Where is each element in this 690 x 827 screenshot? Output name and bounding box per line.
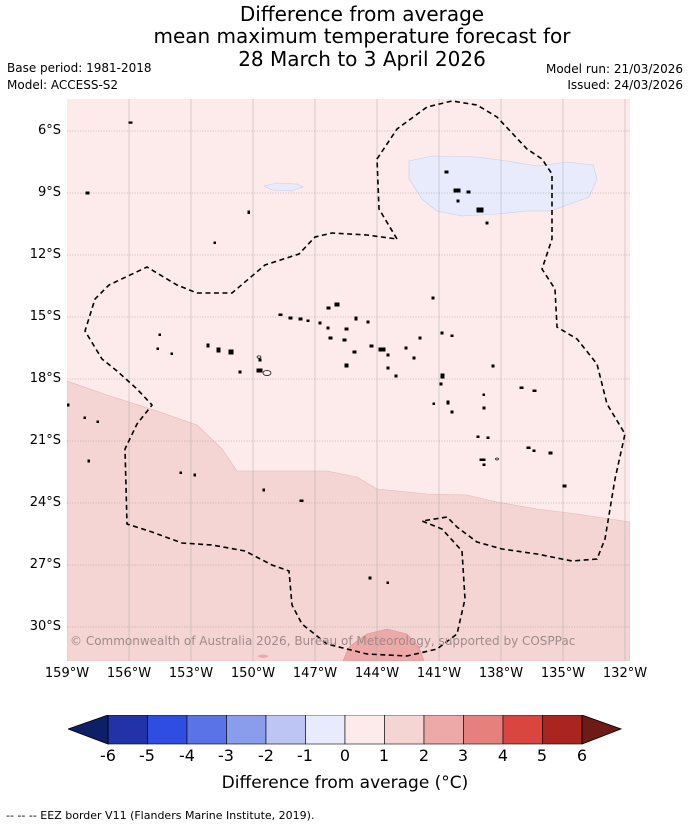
lat-label-27s: 27°S	[29, 557, 61, 572]
title-line-3: 28 March to 3 April 2026	[238, 47, 486, 71]
colorbar-bin	[542, 715, 583, 745]
colorbar-tick: -4	[179, 746, 195, 765]
issued-date: Issued: 24/03/2026	[567, 78, 683, 92]
colorbar-tick: -1	[297, 746, 313, 765]
lat-label-15s: 15°S	[29, 309, 61, 324]
colorbar-tick: 5	[536, 746, 548, 765]
colorbar-tick: -6	[100, 746, 116, 765]
colorbar-tick: -5	[139, 746, 155, 765]
colorbar-tick: -3	[218, 746, 234, 765]
lon-label-141w: 141°W	[416, 666, 462, 681]
lat-label-18s: 18°S	[29, 371, 61, 386]
map-svg	[67, 99, 630, 661]
lat-label-30s: 30°S	[29, 619, 61, 634]
lon-label-135w: 135°W	[540, 666, 586, 681]
colorbar-bin	[107, 715, 148, 745]
title-line-2: mean maximum temperature forecast for	[153, 24, 571, 48]
colorbar-label: Difference from average (°C)	[221, 773, 469, 793]
lat-label-21s: 21°S	[29, 433, 61, 448]
colorbar-bin	[265, 715, 306, 745]
model-run: Model run: 21/03/2026	[545, 62, 683, 76]
lon-label-147w: 147°W	[292, 666, 338, 681]
anomaly-neg-1-to-0-small	[263, 182, 304, 192]
lon-label-144w: 144°W	[354, 666, 400, 681]
colorbar-tick: 1	[378, 746, 390, 765]
lat-label-6s: 6°S	[37, 123, 61, 138]
colorbar-tick: 0	[339, 746, 351, 765]
anomaly-2-to-3-region	[342, 628, 425, 661]
grid-lines	[67, 130, 630, 628]
colorbar-bin	[344, 715, 385, 745]
lon-label-153w: 153°W	[168, 666, 214, 681]
colorbar-tick: 4	[497, 746, 509, 765]
colorbar-tick: 3	[457, 746, 469, 765]
model-name: Model: ACCESS-S2	[7, 78, 119, 92]
colorbar-bin	[186, 715, 227, 745]
island-outlines	[256, 355, 499, 461]
colorbar-bin	[226, 715, 267, 745]
colorbar-bin	[463, 715, 504, 745]
lon-label-150w: 150°W	[230, 666, 276, 681]
colorbar-over-arrow	[581, 715, 622, 745]
colorbar-tick: -2	[258, 746, 274, 765]
lat-label-24s: 24°S	[29, 495, 61, 510]
eez-footnote: -- -- -- EEZ border V11 (Flanders Marine…	[6, 809, 315, 822]
map-panel	[67, 99, 630, 661]
lon-label-156w: 156°W	[106, 666, 152, 681]
colorbar-bin	[423, 715, 464, 745]
lat-label-9s: 9°S	[37, 185, 61, 200]
colorbar	[68, 715, 622, 745]
copyright-notice: © Commonwealth of Australia 2026, Bureau…	[70, 634, 576, 648]
islands	[67, 121, 567, 584]
lon-label-132w: 132°W	[602, 666, 648, 681]
base-period: Base period: 1981-2018	[7, 61, 152, 75]
colorbar-tick: 6	[576, 746, 588, 765]
colorbar-under-arrow	[68, 715, 109, 745]
colorbar-tick: 2	[418, 746, 430, 765]
lon-label-138w: 138°W	[478, 666, 524, 681]
anomaly-2-to-3-small	[257, 654, 269, 658]
lon-label-159w: 159°W	[44, 666, 90, 681]
meridian-lines	[128, 99, 626, 661]
colorbar-bin	[305, 715, 346, 745]
colorbar-bin	[384, 715, 425, 745]
lat-label-12s: 12°S	[29, 247, 61, 262]
colorbar-bin	[147, 715, 188, 745]
colorbar-bin	[502, 715, 543, 745]
title-line-1: Difference from average	[239, 2, 485, 26]
